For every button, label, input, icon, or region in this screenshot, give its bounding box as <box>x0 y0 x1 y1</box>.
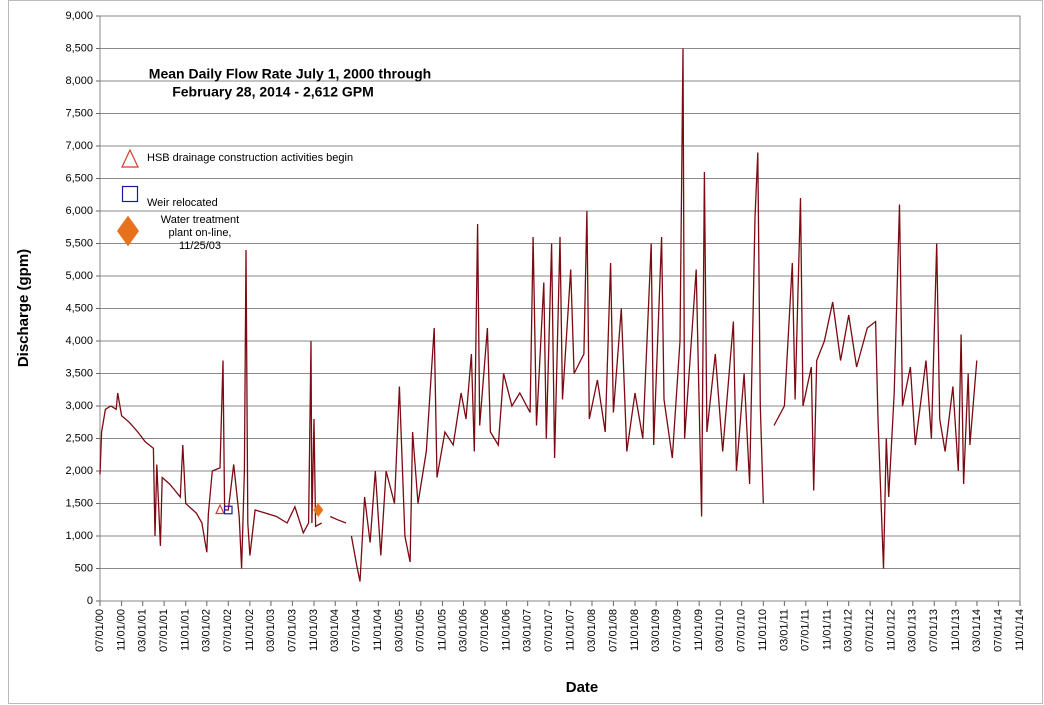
x-tick-label: 07/01/07 <box>543 609 555 652</box>
legend-marker <box>117 215 139 247</box>
x-tick-label: 03/01/13 <box>907 609 919 652</box>
x-tick-label: 11/01/02 <box>244 609 256 651</box>
x-tick-label: 03/01/10 <box>714 609 726 652</box>
x-tick-label: 03/01/08 <box>586 609 598 652</box>
y-tick-label: 8,500 <box>65 42 93 54</box>
y-tick-label: 2,000 <box>65 465 93 477</box>
x-tick-label: 03/01/04 <box>329 609 341 652</box>
x-tick-label: 11/01/05 <box>436 609 448 651</box>
legend-marker <box>121 185 139 203</box>
event-marker <box>313 503 324 517</box>
x-tick-label: 03/01/02 <box>201 609 213 652</box>
flow-line <box>99 249 323 569</box>
x-tick-label: 07/01/05 <box>415 609 427 652</box>
y-tick-label: 7,500 <box>65 107 93 119</box>
x-tick-label: 07/01/10 <box>736 609 748 652</box>
x-tick-label: 07/01/14 <box>992 609 1004 652</box>
chart-title: Mean Daily Flow Rate July 1, 2000 throug… <box>149 66 431 82</box>
y-tick-label: 1,500 <box>65 497 93 509</box>
x-tick-label: 07/01/09 <box>671 609 683 652</box>
x-tick-label: 07/01/00 <box>94 609 106 652</box>
legend-label: plant on-line, <box>169 227 232 239</box>
flow-line <box>773 197 978 569</box>
x-axis-title: Date <box>566 679 599 696</box>
x-tick-label: 11/01/00 <box>116 609 128 651</box>
legend-marker <box>121 148 139 168</box>
x-tick-label: 03/01/07 <box>522 609 534 652</box>
event-marker <box>223 505 233 515</box>
x-tick-label: 11/01/11 <box>821 609 833 650</box>
y-tick-label: 8,000 <box>65 75 93 87</box>
x-tick-label: 11/01/04 <box>372 609 384 651</box>
legend-label: Weir relocated <box>147 197 218 209</box>
y-tick-label: 5,000 <box>65 270 93 282</box>
x-tick-label: 11/01/07 <box>565 609 577 651</box>
x-tick-label: 11/01/08 <box>629 609 641 651</box>
flow-line <box>329 515 347 524</box>
event-marker <box>215 503 225 515</box>
x-tick-label: 07/01/02 <box>222 609 234 652</box>
y-tick-label: 6,000 <box>65 205 93 217</box>
x-tick-label: 07/01/03 <box>286 609 298 652</box>
x-tick-label: 11/01/13 <box>950 609 962 651</box>
x-tick-label: 07/01/06 <box>479 609 491 652</box>
y-tick-label: 4,500 <box>65 302 93 314</box>
y-tick-label: 1,000 <box>65 530 93 542</box>
x-tick-label: 03/01/12 <box>843 609 855 652</box>
x-tick-label: 03/01/06 <box>457 609 469 652</box>
y-tick-label: 2,500 <box>65 432 93 444</box>
y-tick-label: 3,500 <box>65 367 93 379</box>
flow-line <box>350 48 764 582</box>
x-tick-label: 11/01/10 <box>757 609 769 651</box>
y-tick-label: 0 <box>87 595 93 607</box>
x-tick-label: 07/01/01 <box>158 609 170 652</box>
x-tick-label: 11/01/12 <box>886 609 898 651</box>
legend-label: 11/25/03 <box>179 240 221 252</box>
x-tick-label: 11/01/01 <box>180 609 192 651</box>
y-tick-label: 500 <box>75 562 93 574</box>
legend-label: HSB drainage construction activities beg… <box>147 152 353 164</box>
x-tick-label: 11/01/14 <box>1014 609 1026 651</box>
x-tick-label: 03/01/14 <box>971 609 983 652</box>
x-tick-label: 03/01/09 <box>650 609 662 652</box>
x-tick-label: 03/01/03 <box>265 609 277 652</box>
y-axis-title: Discharge (gpm) <box>15 249 32 367</box>
frame <box>8 0 1043 704</box>
x-tick-label: 07/01/13 <box>928 609 940 652</box>
y-tick-label: 4,000 <box>65 335 93 347</box>
chart-title: February 28, 2014 - 2,612 GPM <box>172 84 374 100</box>
x-tick-label: 11/01/03 <box>308 609 320 651</box>
y-tick-label: 3,000 <box>65 400 93 412</box>
x-tick-label: 07/01/04 <box>351 609 363 652</box>
x-tick-label: 03/01/01 <box>137 609 149 652</box>
y-tick-label: 9,000 <box>65 10 93 22</box>
x-tick-label: 11/01/06 <box>500 609 512 651</box>
x-tick-label: 07/01/12 <box>864 609 876 652</box>
x-tick-label: 03/01/05 <box>393 609 405 652</box>
y-tick-label: 6,500 <box>65 172 93 184</box>
x-tick-label: 11/01/09 <box>693 609 705 651</box>
x-tick-label: 03/01/11 <box>778 609 790 651</box>
legend-label: Water treatment <box>161 214 239 226</box>
y-tick-label: 7,000 <box>65 140 93 152</box>
x-tick-label: 07/01/08 <box>607 609 619 652</box>
x-tick-label: 07/01/11 <box>800 609 812 651</box>
y-tick-label: 5,500 <box>65 237 93 249</box>
